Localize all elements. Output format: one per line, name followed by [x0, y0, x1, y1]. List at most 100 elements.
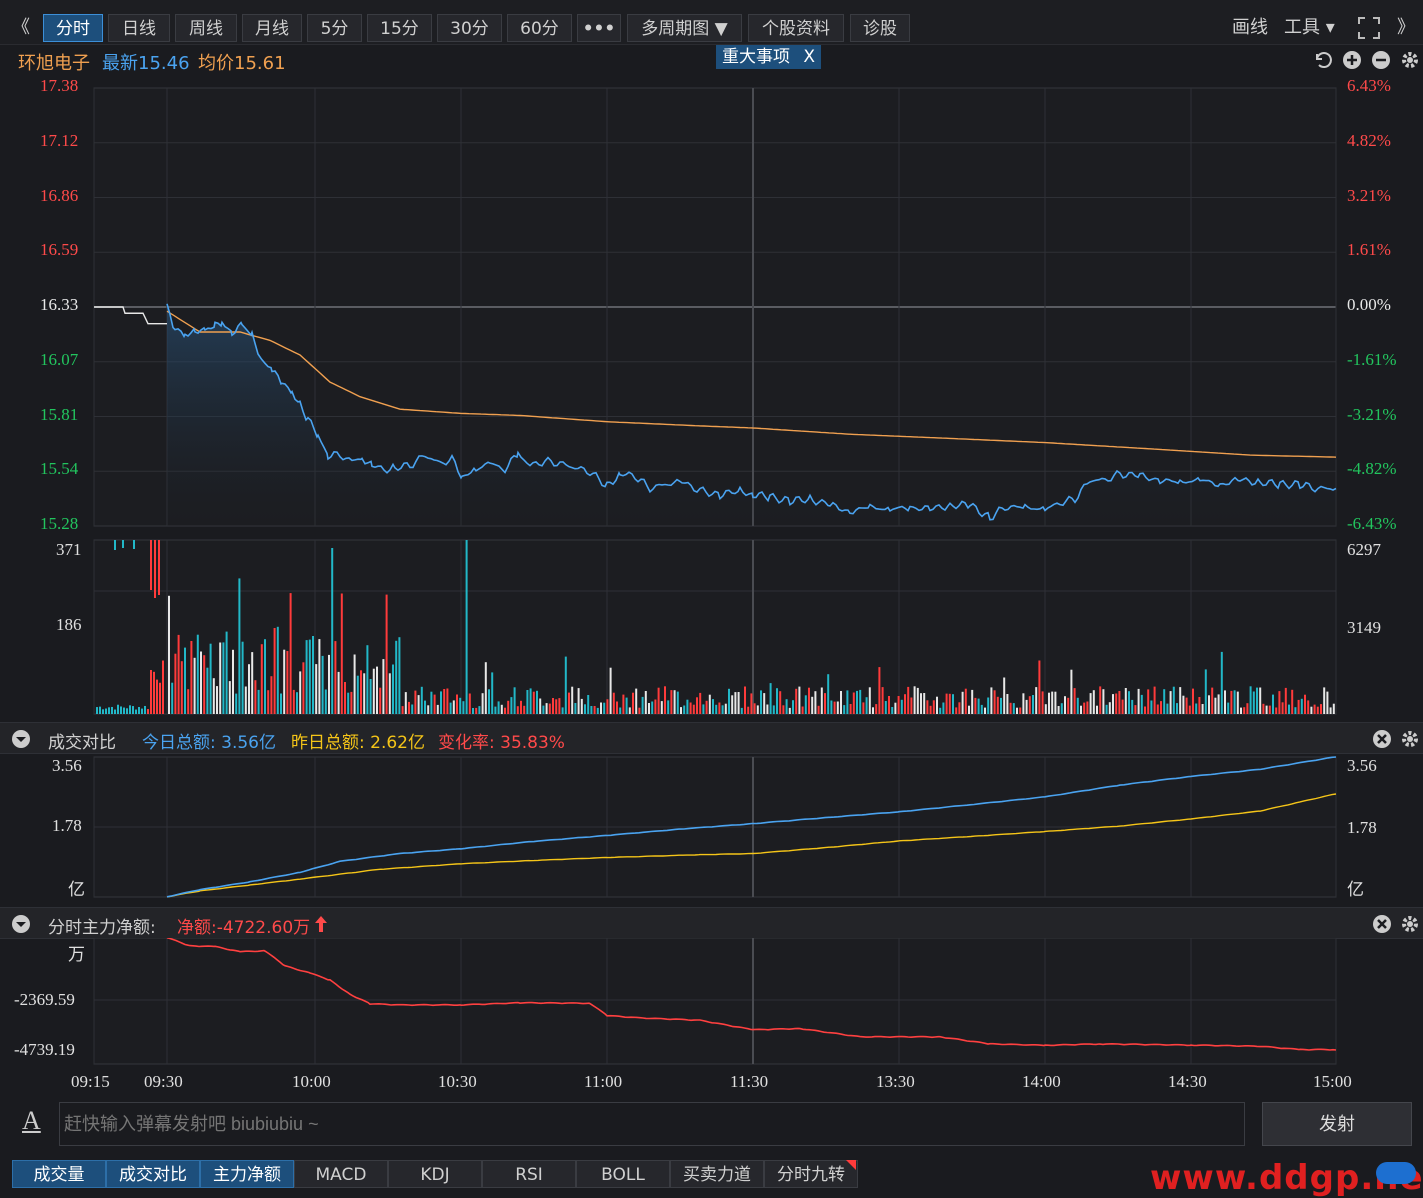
send-button[interactable]: 发射 [1262, 1102, 1412, 1146]
price-left-tick: 16.59 [40, 240, 79, 260]
latest-price: 最新15.46 [102, 53, 190, 74]
tab-buy-sell-force[interactable]: 买卖力道 [670, 1160, 764, 1188]
price-left-tick: 16.86 [40, 185, 79, 205]
volume-right-tick: 3149 [1347, 618, 1381, 637]
netflow-header: 分时主力净额: 净额:-4722.60万 [0, 907, 1423, 939]
tab-nine-turn[interactable]: 分时九转 [764, 1160, 858, 1188]
netflow-unit-label: 万 [68, 945, 85, 964]
yesterday-turnover-line [166, 793, 1337, 898]
tab-monthly[interactable]: 月线 [242, 14, 302, 42]
price-right-tick: -3.21% [1347, 404, 1397, 424]
font-style-icon[interactable]: A [22, 1106, 41, 1135]
collapse-chevron-icon[interactable] [11, 729, 31, 749]
tab-5min[interactable]: 5分 [307, 14, 362, 42]
price-left-tick: 15.28 [40, 514, 79, 533]
tab-60min[interactable]: 60分 [507, 14, 572, 42]
more-button[interactable]: ••• [577, 14, 621, 42]
netflow-chart[interactable] [0, 938, 1423, 1068]
turnover-panel-title: 成交对比 [48, 733, 116, 753]
draw-line-button[interactable]: 画线 [1232, 17, 1268, 38]
tab-boll[interactable]: BOLL [576, 1160, 670, 1188]
time-axis-tick: 13:30 [876, 1072, 915, 1091]
settings-gear-icon[interactable] [1400, 50, 1420, 70]
time-axis-tick: 09:30 [144, 1072, 183, 1091]
time-axis-tick: 09:15 [71, 1072, 110, 1091]
volume-left-tick: 371 [56, 540, 82, 559]
close-panel-icon[interactable] [1372, 729, 1392, 749]
panel-settings-gear-icon[interactable] [1400, 729, 1420, 749]
price-left-tick: 16.33 [40, 295, 79, 314]
average-price: 均价15.61 [198, 53, 286, 74]
intraday-price-volume-chart[interactable] [0, 74, 1423, 716]
time-axis-tick: 11:30 [730, 1072, 769, 1091]
turnover-right-tick-top: 3.56 [1347, 756, 1377, 775]
major-event-close[interactable]: X [803, 47, 816, 67]
tab-rsi[interactable]: RSI [482, 1160, 576, 1188]
zoom-out-icon[interactable] [1371, 50, 1391, 70]
turnover-left-tick-mid: 1.78 [52, 816, 82, 835]
up-arrow-icon [315, 916, 327, 932]
tab-volume[interactable]: 成交量 [12, 1160, 106, 1188]
tools-dropdown[interactable]: 工具 ▾ [1284, 17, 1335, 38]
net-amount-label: 净额:-4722.60万 [177, 918, 311, 938]
diagnose-button[interactable]: 诊股 [850, 14, 910, 42]
time-axis-tick: 15:00 [1313, 1072, 1352, 1091]
time-axis-tick: 14:30 [1168, 1072, 1207, 1091]
tab-intraday[interactable]: 分时 [43, 14, 103, 42]
undo-icon[interactable] [1312, 50, 1332, 70]
time-axis-tick: 14:00 [1022, 1072, 1061, 1091]
turnover-compare-chart[interactable] [0, 753, 1423, 903]
tab-weekly[interactable]: 周线 [175, 14, 237, 42]
price-left-tick: 17.12 [40, 130, 79, 150]
period-toolbar: 《 分时 日线 周线 月线 5分 15分 30分 60分 ••• 多周期图 ▼ … [0, 0, 1423, 45]
turnover-left-tick-top: 3.56 [52, 756, 82, 775]
today-turnover-line [166, 756, 1337, 898]
tab-15min[interactable]: 15分 [367, 14, 432, 42]
price-right-tick: 1.61% [1347, 240, 1391, 260]
today-total-label: 今日总额: 3.56亿 [142, 733, 276, 753]
tab-kdj[interactable]: KDJ [388, 1160, 482, 1188]
netflow-tick-2: -4739.19 [14, 1040, 75, 1059]
turnover-right-unit: 亿 [1347, 880, 1364, 899]
stock-info-button[interactable]: 个股资料 [748, 14, 844, 42]
netflow-panel-title: 分时主力净额: [48, 918, 156, 938]
price-right-tick: 0.00% [1347, 295, 1391, 314]
pre-market-line [94, 306, 167, 325]
price-right-tick: 3.21% [1347, 185, 1391, 205]
back-icon[interactable]: 《 [12, 17, 30, 38]
forward-icon[interactable]: 》 [1397, 17, 1415, 38]
price-right-tick: 4.82% [1347, 130, 1391, 150]
quote-info-bar: 环旭电子 最新15.46 均价15.61 重大事项 X [0, 44, 1423, 74]
price-left-tick: 16.07 [40, 349, 79, 369]
corner-flag-icon [846, 1160, 856, 1170]
netflow-line [166, 938, 1337, 1051]
zoom-in-icon[interactable] [1342, 50, 1362, 70]
volume-left-tick: 186 [56, 615, 82, 634]
tab-turnover-compare[interactable]: 成交对比 [106, 1160, 200, 1188]
fullscreen-icon[interactable] [1357, 16, 1381, 40]
tab-macd[interactable]: MACD [294, 1160, 388, 1188]
turnover-right-tick-mid: 1.78 [1347, 818, 1377, 837]
price-right-tick: -6.43% [1347, 514, 1397, 533]
close-panel-icon[interactable] [1372, 914, 1392, 934]
multi-period-dropdown[interactable]: 多周期图 ▼ [627, 14, 742, 42]
time-axis-tick: 10:30 [438, 1072, 477, 1091]
time-axis-tick: 11:00 [584, 1072, 623, 1091]
change-rate-label: 变化率: 35.83% [438, 733, 565, 753]
volume-bars [96, 540, 1335, 714]
danmaku-toggle[interactable] [1376, 1162, 1416, 1184]
major-event-tag[interactable]: 重大事项 X [716, 45, 822, 69]
price-right-tick: -1.61% [1347, 349, 1397, 369]
price-left-tick: 15.54 [40, 459, 79, 479]
collapse-chevron-icon[interactable] [11, 914, 31, 934]
tab-daily[interactable]: 日线 [108, 14, 170, 42]
panel-settings-gear-icon[interactable] [1400, 914, 1420, 934]
danmaku-input[interactable] [59, 1102, 1245, 1146]
price-line [166, 303, 1337, 521]
tab-main-netflow[interactable]: 主力净额 [200, 1160, 294, 1188]
time-axis-tick: 10:00 [292, 1072, 331, 1091]
netflow-grid [93, 938, 1337, 1065]
price-right-tick: 6.43% [1347, 76, 1391, 95]
tab-30min[interactable]: 30分 [437, 14, 502, 42]
price-area-fill [167, 303, 1336, 526]
